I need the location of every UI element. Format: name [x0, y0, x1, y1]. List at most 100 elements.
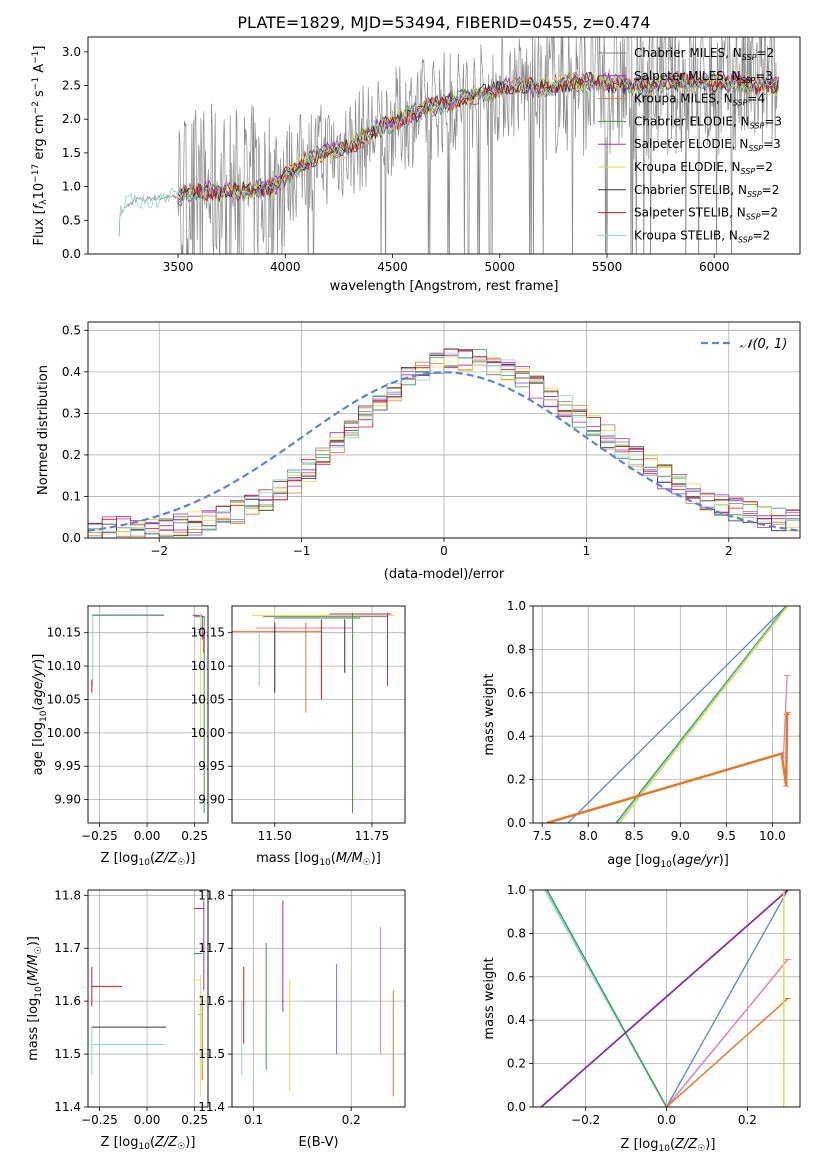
weight-line	[615, 606, 787, 823]
y-tick-label: 0.2	[507, 773, 526, 787]
weight-line	[618, 606, 789, 823]
model-spectrum-line	[118, 71, 779, 227]
y-tick-label: 10.15	[47, 626, 81, 640]
y-tick-label: 10.05	[47, 692, 81, 706]
plot-area	[241, 900, 394, 1097]
x-tick-label: 3500	[163, 260, 194, 274]
x-tick-label: 5500	[592, 260, 623, 274]
x-tick-label: −1	[293, 544, 311, 558]
y-axis-label: mass weight	[482, 957, 497, 1039]
weight-line	[665, 958, 789, 1107]
axes-frame	[87, 605, 209, 824]
x-tick-label: 8.5	[625, 829, 644, 843]
legend-label: Salpeter ELODIE, NSSP=3	[634, 137, 781, 153]
model-spectrum-line	[177, 70, 779, 203]
x-tick-label: 10.0	[759, 829, 786, 843]
y-tick-label: 0.8	[507, 642, 526, 656]
y-tick-label: 0.1	[62, 489, 81, 503]
y-tick-label: 9.90	[198, 793, 225, 807]
y-tick-label: 11.7	[54, 941, 81, 955]
weight-line	[782, 675, 788, 758]
legend-label: Kroupa MILES, NSSP=4	[634, 92, 765, 108]
x-axis-label: age [log10(age/yr)]	[607, 853, 729, 870]
x-axis-label: E(B-V)	[298, 1135, 338, 1150]
y-tick-label: 0.6	[507, 970, 526, 984]
y-tick-label: 0.4	[62, 365, 81, 379]
y-axis-label: Normed distribution	[36, 365, 51, 495]
y-tick-label: 0.5	[62, 213, 81, 227]
gaussian-reference-line	[88, 371, 800, 532]
plot-area	[232, 612, 396, 813]
x-tick-label: −0.25	[81, 1113, 118, 1127]
plot-area	[91, 900, 205, 1097]
y-tick-label: 10.00	[191, 726, 225, 740]
y-tick-label: 10.10	[47, 659, 81, 673]
y-tick-label: 11.6	[54, 994, 81, 1008]
weight-line	[666, 997, 789, 1107]
y-tick-label: 11.5	[198, 1047, 225, 1061]
x-tick-label: 0.00	[134, 1113, 161, 1127]
x-axis-label: Z [log10(Z/Z☉)]	[621, 1137, 716, 1154]
y-tick-label: 2.0	[62, 112, 81, 126]
x-tick-label: 6000	[699, 260, 730, 274]
x-axis-label: Z [log10(Z/Z☉)]	[101, 1135, 196, 1152]
y-tick-label: 0.0	[507, 1100, 526, 1114]
y-axis-label: mass weight	[482, 673, 497, 755]
mass-vs-ebv-chart: 0.1 0.2 11.4 11.5 11.6 11.7 11.8 E(B-V)	[198, 888, 406, 1150]
axes-frame	[231, 889, 406, 1108]
legend-label: Kroupa STELIB, NSSP=2	[634, 228, 770, 244]
y-tick-label: 0.0	[62, 531, 81, 545]
legend-label: 𝒩(0, 1)	[740, 337, 787, 352]
age-vs-metallicity-chart: −0.25 0.00 0.25 9.90 9.95 10.00 10.05 10.10 10.1…	[31, 605, 209, 868]
y-tick-label: 11.5	[54, 1047, 81, 1061]
weight-line	[617, 606, 788, 823]
mass-weight-vs-metallicity-chart: −0.2 0.0 0.2 0.0 0.2 0.4 0.6 0.8 1.0 mass weight Z…	[482, 883, 801, 1154]
x-tick-label: −0.25	[81, 829, 118, 843]
y-tick-label: 0.0	[62, 247, 81, 261]
mass-weight-vs-age-chart: 7.5 8.0 8.5 9.0 9.5 10.0 0.0 0.2 0.4 0.6 0.8 1.0 mas…	[482, 599, 801, 870]
y-tick-label: 0.6	[507, 686, 526, 700]
y-tick-label: 11.4	[198, 1100, 225, 1114]
observed-spectrum-line	[118, 37, 779, 254]
y-tick-label: 1.5	[62, 146, 81, 160]
axes-frame	[532, 889, 801, 1108]
y-tick-label: 10.15	[191, 626, 225, 640]
model-spectrum-line	[177, 71, 779, 203]
plot-area	[538, 890, 791, 1107]
y-tick-label: 11.7	[198, 941, 225, 955]
x-tick-label: 0.0	[657, 1113, 676, 1127]
plot-area	[88, 348, 800, 538]
legend-label: Kroupa ELODIE, NSSP=2	[634, 160, 773, 176]
x-tick-label: 0	[440, 544, 448, 558]
x-axis-label: (data-model)/error	[384, 567, 505, 582]
x-tick-label: 0.1	[244, 1113, 263, 1127]
mass-vs-metallicity-chart: −0.25 0.00 0.25 11.4 11.5 11.6 11.7 11.8 Z [log1…	[26, 888, 209, 1152]
legend-label: Chabrier MILES, NSSP=2	[634, 46, 774, 62]
legend-label: Chabrier STELIB, NSSP=2	[634, 183, 779, 199]
y-tick-label: 10.05	[191, 692, 225, 706]
y-tick-label: 0.4	[507, 729, 526, 743]
y-axis-label: mass [log10(M/M☉)]	[26, 936, 44, 1061]
plot-area	[91, 612, 205, 813]
legend-label: Salpeter STELIB, NSSP=2	[634, 206, 778, 222]
x-tick-label: 8.0	[579, 829, 598, 843]
x-tick-label: 5000	[484, 260, 515, 274]
x-tick-label: −0.2	[571, 1113, 600, 1127]
axes-frame	[87, 36, 801, 255]
axes-frame	[87, 321, 801, 539]
weight-line	[540, 890, 789, 1107]
y-tick-label: 0.3	[62, 406, 81, 420]
y-tick-label: 10.00	[47, 726, 81, 740]
y-tick-label: 2.5	[62, 79, 81, 93]
x-tick-label: 9.5	[717, 829, 736, 843]
y-tick-label: 0.2	[507, 1057, 526, 1071]
histogram-step	[88, 352, 800, 538]
figure-title: PLATE=1829, MJD=53494, FIBERID=0455, z=0…	[237, 13, 650, 32]
y-tick-label: 11.8	[54, 888, 81, 902]
x-tick-label: 2	[725, 544, 733, 558]
plot-area	[118, 37, 779, 254]
axes-frame	[87, 889, 209, 1108]
x-tick-label: 4000	[270, 260, 301, 274]
y-tick-label: 0.4	[507, 1013, 526, 1027]
x-tick-label: 0.00	[134, 829, 161, 843]
